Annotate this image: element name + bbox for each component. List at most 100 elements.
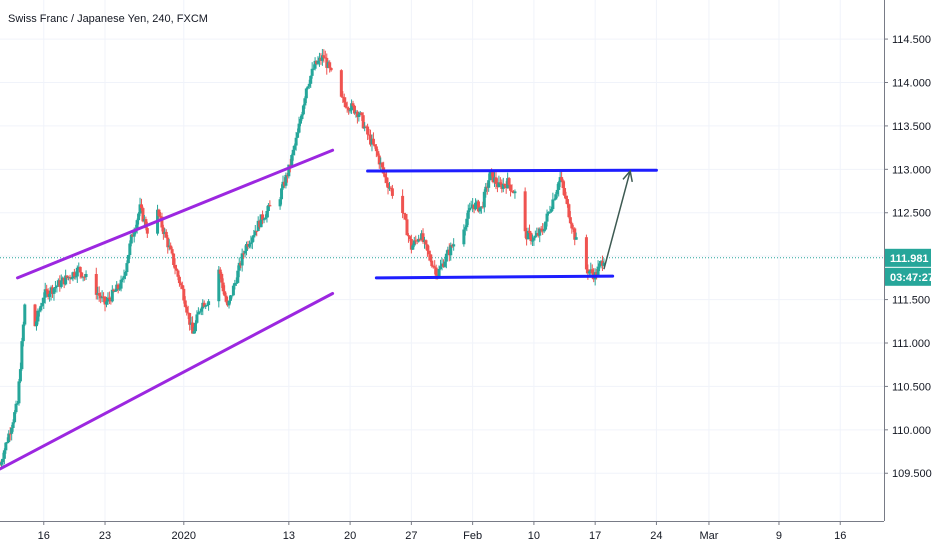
- x-tick-label: 13: [283, 530, 295, 542]
- candle-body: [476, 201, 480, 212]
- candle-body: [561, 180, 565, 189]
- candle-body: [570, 223, 574, 229]
- candle-body: [306, 86, 310, 89]
- candle-body: [465, 218, 469, 228]
- candle-body: [172, 253, 176, 265]
- candle-body: [23, 304, 27, 325]
- candle-body: [255, 230, 259, 232]
- candle-body: [141, 208, 145, 222]
- candle-body: [554, 194, 558, 200]
- trendlines[interactable]: [0, 148, 658, 471]
- candle-body: [533, 235, 537, 238]
- candle-body: [385, 177, 389, 184]
- x-tick-label: 24: [650, 530, 662, 542]
- candle-body: [294, 137, 298, 146]
- y-tick-label: 110.500: [892, 381, 931, 393]
- candle-body: [339, 70, 343, 97]
- candle-body: [290, 155, 294, 166]
- grid: [0, 0, 884, 521]
- channel-lower[interactable]: [0, 291, 335, 471]
- candle-body: [439, 266, 443, 270]
- candle-body: [312, 68, 316, 70]
- candle-body: [129, 234, 133, 244]
- candle-body: [132, 232, 136, 237]
- candle-body: [463, 227, 467, 230]
- candle-body: [21, 324, 25, 342]
- chart-title: Swiss Franc / Japanese Yen, 240, FXCM: [8, 13, 208, 25]
- candle-body: [231, 285, 235, 296]
- x-tick-label: 16: [834, 530, 846, 542]
- x-tick-label: 20: [344, 530, 356, 542]
- y-tick-label: 113.000: [892, 164, 931, 176]
- candle-body: [498, 182, 502, 184]
- candle-body: [366, 126, 370, 135]
- candle-body: [557, 182, 561, 190]
- candle-body: [7, 433, 11, 442]
- candle-body: [412, 240, 416, 246]
- candle-body: [170, 249, 174, 254]
- candle-body: [417, 239, 421, 242]
- candle-body: [602, 262, 606, 266]
- candle-body: [348, 110, 352, 112]
- candle-body: [389, 187, 393, 189]
- channel-upper[interactable]: [16, 148, 335, 280]
- x-tick-label: 9: [776, 530, 782, 542]
- candle-body: [240, 253, 244, 266]
- candle-body: [52, 288, 56, 294]
- candle-body: [250, 237, 254, 243]
- candle-body: [5, 441, 9, 443]
- candle-body: [20, 341, 24, 370]
- candle-body: [532, 237, 536, 241]
- candle-body: [434, 267, 438, 276]
- candle-body: [16, 403, 20, 405]
- candle-body: [180, 285, 184, 289]
- candle-body: [173, 264, 177, 269]
- candle-body: [53, 287, 57, 289]
- projection-arrow-layer[interactable]: [603, 169, 633, 270]
- range-support[interactable]: [374, 274, 615, 280]
- candle-body: [405, 219, 409, 236]
- candle-body: [74, 276, 78, 278]
- candle-body: [224, 295, 228, 302]
- candle-body: [243, 250, 247, 254]
- x-tick-label: Feb: [463, 530, 482, 542]
- candle-body: [36, 310, 40, 322]
- candle-body: [192, 331, 196, 334]
- candle-body: [466, 210, 470, 219]
- candle-body: [33, 304, 37, 327]
- candle-body: [548, 211, 552, 213]
- candle-body: [352, 105, 356, 114]
- range-resistance[interactable]: [366, 168, 658, 173]
- candle-body: [494, 177, 498, 184]
- candle-body: [253, 230, 257, 235]
- candle-body: [176, 270, 180, 277]
- y-tick-label: 111.500: [892, 295, 930, 307]
- candle-body: [565, 199, 569, 205]
- candle-body: [164, 231, 168, 238]
- candle-body: [234, 282, 238, 284]
- candle-body: [443, 261, 447, 267]
- candle-body: [452, 244, 456, 247]
- projection-arrow[interactable]: [603, 170, 631, 270]
- candle-body: [418, 239, 422, 241]
- candle-body: [478, 207, 482, 212]
- candle-body: [357, 114, 361, 117]
- candle-body: [0, 464, 2, 466]
- candle-body: [128, 243, 132, 256]
- candle-body: [121, 278, 125, 280]
- candle-body: [596, 266, 600, 275]
- candle-body: [37, 310, 41, 312]
- candle-body: [220, 273, 224, 283]
- candle-body: [202, 302, 206, 307]
- candle-body: [11, 422, 15, 428]
- candle-body: [406, 235, 410, 237]
- candle-body: [183, 300, 187, 307]
- x-tick-label: 27: [405, 530, 417, 542]
- candle-body: [487, 180, 491, 188]
- candle-body: [175, 268, 179, 271]
- candle-body: [205, 305, 209, 307]
- candle-body: [574, 237, 578, 240]
- candle-body: [198, 311, 202, 313]
- candle-body: [408, 236, 412, 240]
